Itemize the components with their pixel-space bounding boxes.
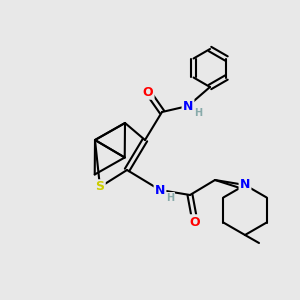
Text: N: N	[155, 184, 165, 196]
Text: S: S	[95, 181, 104, 194]
Text: H: H	[194, 108, 202, 118]
Text: N: N	[183, 100, 193, 112]
Text: O: O	[143, 85, 153, 98]
Text: N: N	[240, 178, 250, 191]
Text: O: O	[190, 215, 200, 229]
Text: H: H	[166, 193, 174, 203]
